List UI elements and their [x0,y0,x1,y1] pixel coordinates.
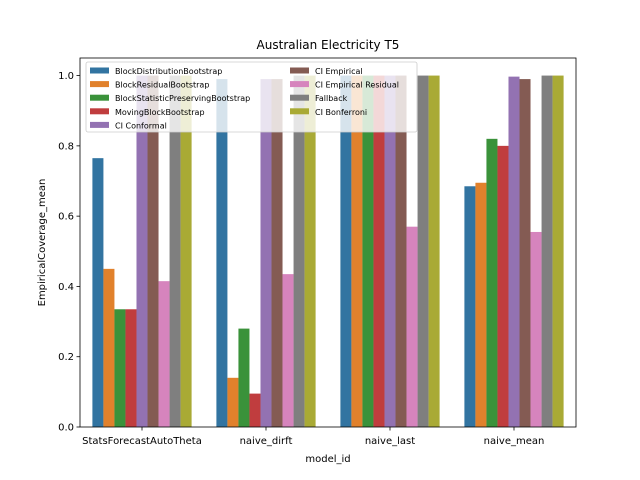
x-tick-label: naive_last [365,436,415,447]
bar-fallback-3 [541,75,553,427]
y-tick-label: 0.8 [58,141,74,152]
bar-blockdistributionbootstrap-1 [216,79,228,427]
x-tick-label: naive_dirft [240,436,293,447]
legend-swatch [90,81,109,88]
x-axis: StatsForecastAutoTheta naive_dirft naive_l… [82,427,544,447]
bar-blockdistributionbootstrap-2 [340,75,352,427]
legend-label: CI Empirical [315,67,363,76]
bar-blockresidualbootstrap-3 [475,182,487,427]
legend-label: CI Empirical Residual [315,81,399,90]
y-tick-label: 0.6 [58,212,74,223]
legend-swatch [290,108,309,115]
bar-movingblockbootstrap-1 [249,393,261,427]
legend-label: BlockStatisticPreservingBootstrap [115,94,250,103]
x-axis-label: model_id [305,454,350,465]
y-axis-label: EmpiricalCoverage_mean [37,179,48,307]
legend-label: CI Bonferroni [315,108,367,117]
legend-label: MovingBlockBootstrap [115,108,205,117]
bar-blockstatisticpreservingbootstrap-2 [362,75,374,427]
bar-blockdistributionbootstrap-3 [464,186,476,427]
bar-movingblockbootstrap-3 [497,145,509,428]
x-tick-label: naive_mean [484,436,545,447]
legend-swatch [290,81,309,88]
bar-blockresidualbootstrap-0 [103,268,115,427]
bar-blockdistributionbootstrap-0 [92,158,104,427]
legend-swatch [290,67,309,74]
bars-group [92,75,564,428]
y-axis: 0.0 0.2 0.4 0.6 0.8 1.0 [58,71,80,434]
legend-label: Fallback [315,94,348,103]
bar-ci-empirical-residual-3 [530,231,542,427]
bar-blockstatisticpreservingbootstrap-0 [114,309,126,427]
legend-label: CI Conformal [115,121,167,130]
bar-ci-bonferroni-1 [304,75,316,427]
bar-ci-empirical-residual-2 [406,226,418,427]
bar-ci-empirical-2 [395,75,407,427]
legend-swatch [90,67,109,74]
bar-ci-bonferroni-2 [428,75,440,427]
bar-ci-empirical-residual-0 [158,281,170,427]
bar-blockresidualbootstrap-2 [351,75,363,427]
bar-ci-empirical-3 [519,79,531,427]
bar-ci-empirical-0 [147,75,159,427]
legend-label: BlockResidualBootstrap [115,81,209,90]
bar-ci-conformal-3 [508,76,520,427]
plot-frame [79,57,577,428]
legend-box [85,61,418,133]
legend-swatch [90,94,109,101]
bar-ci-empirical-residual-1 [282,274,294,427]
bar-blockstatisticpreservingbootstrap-3 [486,138,498,427]
legend-label: BlockDistributionBootstrap [115,67,222,76]
y-tick-label: 1.0 [58,71,74,82]
legend-swatch [290,94,309,101]
bar-fallback-1 [293,75,305,427]
legend-swatch [90,108,109,115]
bar-ci-bonferroni-0 [180,75,192,427]
legend: BlockDistributionBootstrap BlockResidualB… [85,61,418,133]
x-tick-label: StatsForecastAutoTheta [82,436,202,447]
y-tick-label: 0.2 [58,352,74,363]
y-tick-label: 0.0 [58,423,74,434]
chart-title: Australian Electricity T5 [257,38,400,52]
bar-movingblockbootstrap-2 [373,75,385,427]
bar-ci-conformal-1 [260,79,272,427]
bar-ci-empirical-1 [271,79,283,427]
bar-ci-bonferroni-3 [552,75,564,427]
bar-ci-conformal-0 [136,75,148,427]
bar-fallback-0 [169,75,181,427]
bar-blockstatisticpreservingbootstrap-1 [238,328,250,427]
bar-ci-conformal-2 [384,75,396,427]
legend-swatch [90,121,109,128]
bar-fallback-2 [417,75,429,427]
bar-movingblockbootstrap-0 [125,309,137,427]
bar-blockresidualbootstrap-1 [227,377,239,427]
y-tick-label: 0.4 [58,282,74,293]
